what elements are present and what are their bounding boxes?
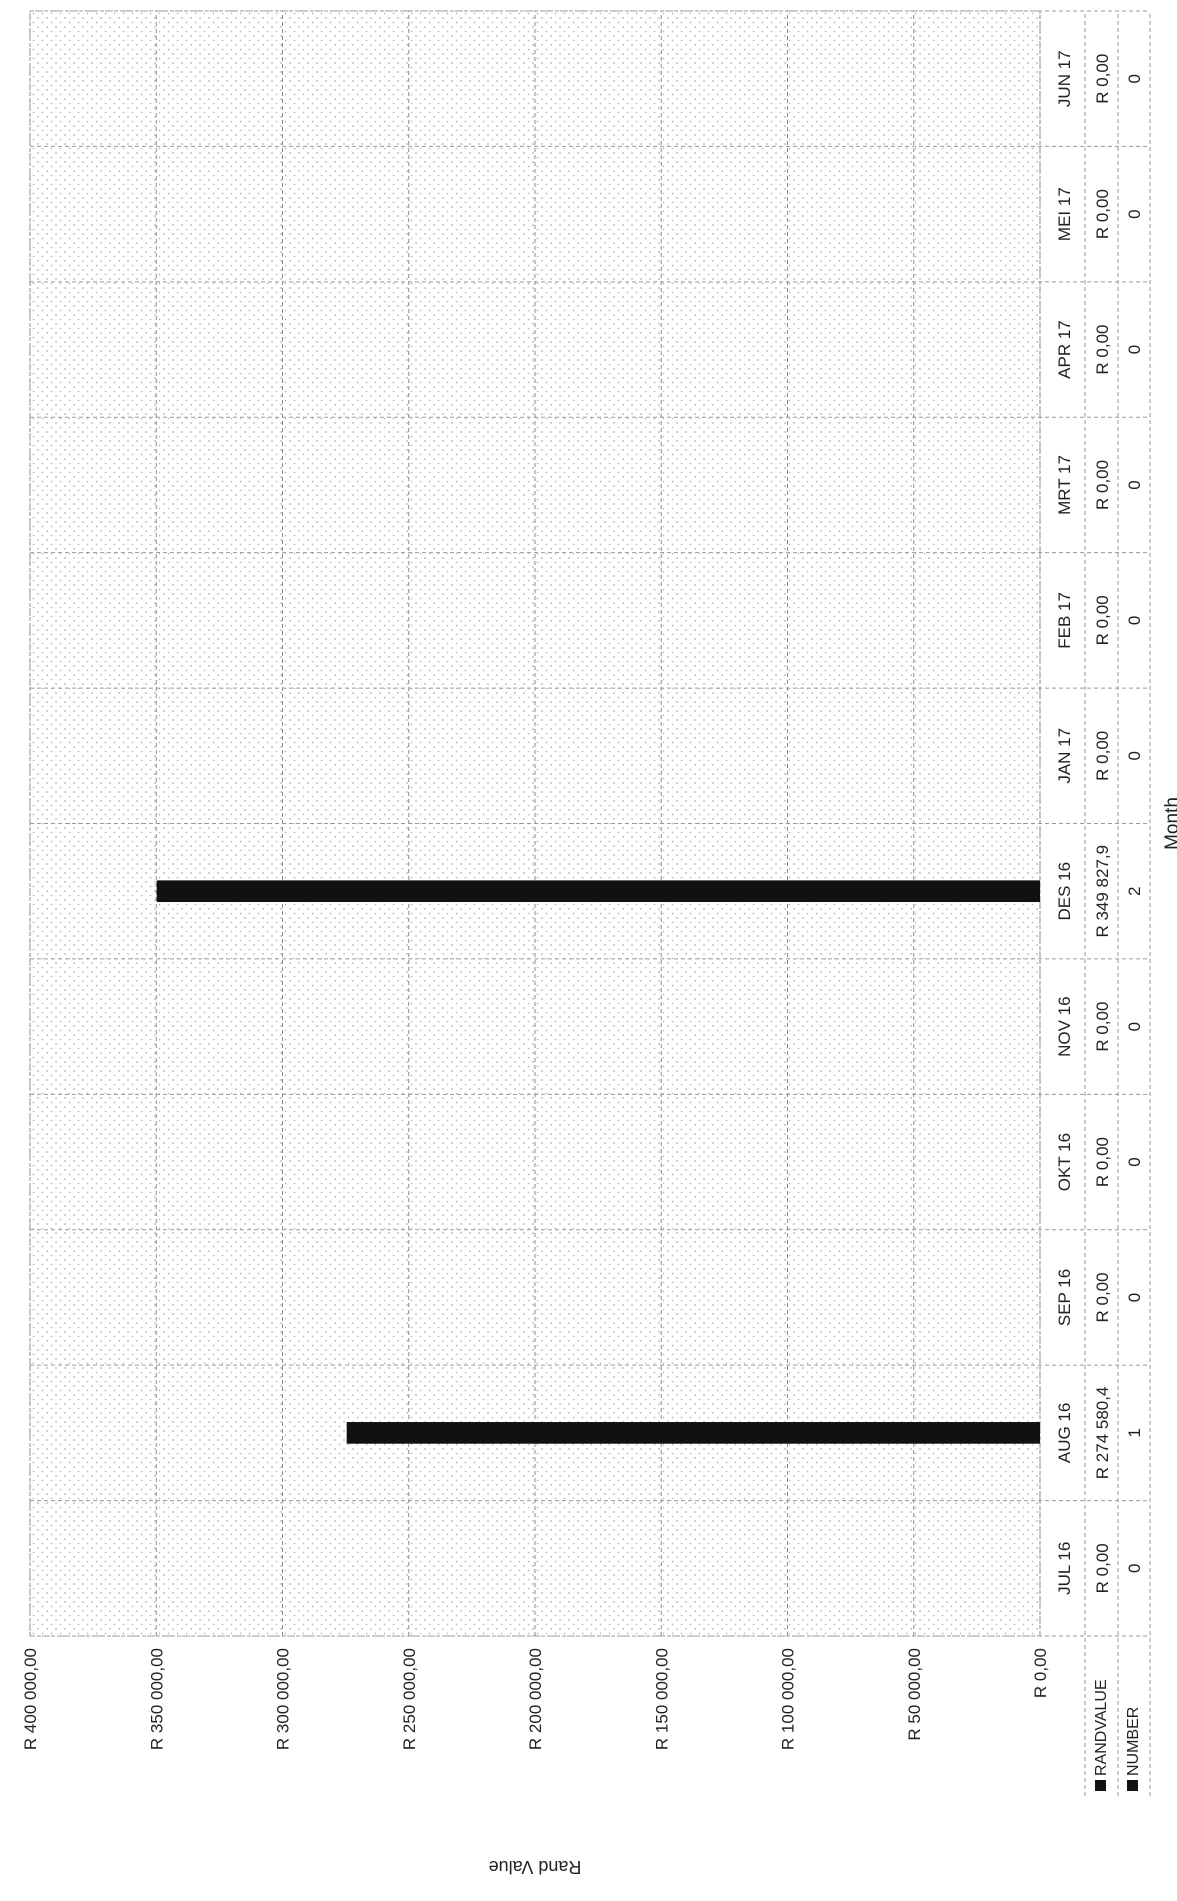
data-table-cell: R 0,00 — [1093, 1543, 1112, 1593]
x-tick-label: SEP 16 — [1055, 1269, 1074, 1326]
data-table-cell: 0 — [1125, 751, 1144, 760]
x-tick-label: APR 17 — [1055, 320, 1074, 379]
data-table-cell: 0 — [1125, 480, 1144, 489]
x-tick-label: DES 16 — [1055, 862, 1074, 921]
bar — [346, 1422, 1040, 1444]
x-tick-label: OKT 16 — [1055, 1133, 1074, 1191]
y-tick-label: R 300 000,00 — [274, 1648, 293, 1750]
x-tick-label: AUG 16 — [1055, 1403, 1074, 1463]
data-table-cell: 0 — [1125, 1022, 1144, 1031]
data-table-cell: R 0,00 — [1093, 1272, 1112, 1322]
data-table-cell: 0 — [1125, 74, 1144, 83]
data-table-cell: R 0,00 — [1093, 54, 1112, 104]
x-tick-label: NOV 16 — [1055, 996, 1074, 1056]
data-table-cell: 0 — [1125, 345, 1144, 354]
legend-swatch — [1127, 1780, 1138, 1791]
data-table-cell: 0 — [1125, 616, 1144, 625]
x-tick-label: FEB 17 — [1055, 592, 1074, 649]
y-tick-label: R 350 000,00 — [147, 1648, 166, 1750]
x-tick-label: JUL 16 — [1055, 1542, 1074, 1595]
legend-swatch — [1095, 1780, 1106, 1791]
y-tick-label: R 200 000,00 — [526, 1648, 545, 1750]
data-table-cell: R 0,00 — [1093, 595, 1112, 645]
y-tick-label: R 400 000,00 — [21, 1648, 40, 1750]
y-axis-title: Rand Value — [489, 1857, 582, 1877]
data-table-cell: R 0,00 — [1093, 189, 1112, 239]
data-table-cell: R 0,00 — [1093, 1137, 1112, 1187]
legend-label: NUMBER — [1125, 1707, 1142, 1776]
x-tick-label: MEI 17 — [1055, 187, 1074, 241]
data-table-cell: R 0,00 — [1093, 1002, 1112, 1052]
x-tick-label: JUN 17 — [1055, 50, 1074, 107]
data-table-cell: 0 — [1125, 209, 1144, 218]
x-axis-title: Month — [1162, 797, 1177, 850]
x-tick-label: MRT 17 — [1055, 455, 1074, 515]
y-tick-label: R 150 000,00 — [652, 1648, 671, 1750]
data-table-cell: 0 — [1125, 1157, 1144, 1166]
x-tick-label: JAN 17 — [1055, 728, 1074, 784]
data-table-cell: R 274 580,4 — [1093, 1387, 1112, 1480]
y-tick-label: R 50 000,00 — [905, 1648, 924, 1741]
y-tick-label: R 100 000,00 — [779, 1648, 798, 1750]
data-table-cell: 0 — [1125, 1293, 1144, 1302]
data-table-cell: 2 — [1125, 886, 1144, 895]
bar — [156, 880, 1040, 903]
data-table-cell: R 0,00 — [1093, 731, 1112, 781]
data-table-cell: R 349 827,9 — [1093, 845, 1112, 938]
data-table-cell: 1 — [1125, 1428, 1144, 1437]
data-table-cell: 0 — [1125, 1564, 1144, 1573]
data-table-cell: R 0,00 — [1093, 460, 1112, 510]
y-tick-label: R 250 000,00 — [400, 1648, 419, 1750]
legend-label: RANDVALUE — [1093, 1679, 1110, 1776]
data-table-cell: R 0,00 — [1093, 324, 1112, 374]
y-tick-label: R 0,00 — [1031, 1648, 1050, 1698]
